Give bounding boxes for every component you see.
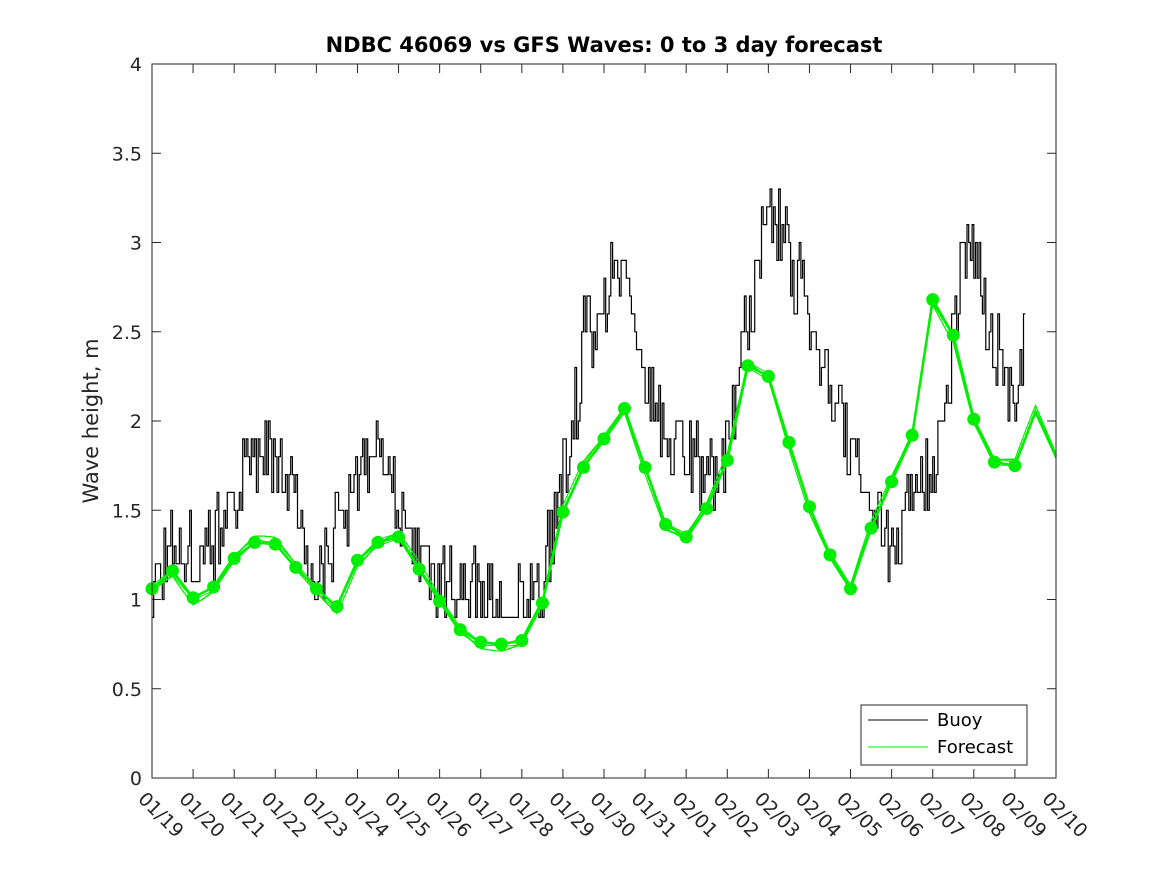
forecast-marker <box>700 502 714 515</box>
forecast-marker <box>577 460 590 474</box>
forecast-marker <box>638 460 652 474</box>
forecast-marker <box>946 328 960 342</box>
chart-title: NDBC 46069 vs GFS Waves: 0 to 3 day fore… <box>326 33 883 57</box>
forecast-marker <box>597 432 611 446</box>
y-axis-label: Wave height, m <box>79 338 103 503</box>
legend-box <box>860 704 1028 766</box>
legend: Buoy Forecast <box>860 704 1028 766</box>
forecast-marker <box>453 623 467 637</box>
forecast-marker <box>248 535 262 549</box>
forecast-marker <box>330 600 344 614</box>
plot-area <box>152 64 1056 778</box>
forecast-marker <box>782 435 796 449</box>
forecast-marker <box>268 537 282 551</box>
y-tick-label: 2.5 <box>112 322 142 344</box>
forecast-marker <box>987 455 1001 469</box>
forecast-marker <box>207 580 221 594</box>
plot-frame <box>151 63 1057 779</box>
forecast-marker <box>309 582 323 596</box>
forecast-marker <box>905 428 919 442</box>
forecast-markers <box>145 293 1022 651</box>
forecast-marker <box>535 596 549 610</box>
forecast-marker <box>474 635 488 649</box>
y-tick-label: 0.5 <box>112 679 142 701</box>
forecast-marker <box>186 591 200 605</box>
forecast-marker <box>659 518 673 531</box>
y-tick-label: 1.5 <box>112 500 142 522</box>
forecast-marker <box>412 562 426 576</box>
forecast-marker <box>166 564 179 578</box>
forecast-marker <box>967 412 981 426</box>
buoy-line <box>152 188 1026 619</box>
forecast-marker <box>618 402 631 415</box>
legend-buoy-label: Buoy <box>937 710 983 731</box>
forecast-marker <box>556 505 570 519</box>
forecast-marker <box>803 500 816 514</box>
forecast-marker <box>371 535 385 549</box>
y-tick-label: 3 <box>130 233 142 255</box>
y-tick-labels: 0 0.5 1 1.5 2 2.5 3 3.5 4 <box>112 54 142 790</box>
y-tick-label: 0 <box>130 768 142 790</box>
forecast-marker <box>433 594 447 608</box>
forecast-marker <box>926 293 940 307</box>
forecast-marker <box>741 359 755 373</box>
y-tick-label: 2 <box>130 411 142 433</box>
forecast-marker <box>494 637 508 651</box>
forecast-marker <box>720 453 734 467</box>
y-tick-label: 1 <box>130 590 142 612</box>
legend-forecast-label: Forecast <box>937 737 1013 758</box>
y-tick-label: 4 <box>130 54 142 76</box>
forecast-marker <box>289 560 303 574</box>
forecast-marker <box>1008 459 1022 473</box>
forecast-marker <box>679 530 693 544</box>
forecast-marker <box>227 551 241 565</box>
y-tick-label: 3.5 <box>112 143 142 165</box>
forecast-marker <box>864 521 878 535</box>
forecast-marker <box>844 582 857 596</box>
forecast-marker <box>351 553 364 567</box>
forecast-marker <box>515 634 529 648</box>
forecast-marker <box>885 475 899 489</box>
forecast-marker <box>392 530 405 544</box>
forecast-marker <box>761 369 775 383</box>
forecast-marker <box>823 548 837 562</box>
